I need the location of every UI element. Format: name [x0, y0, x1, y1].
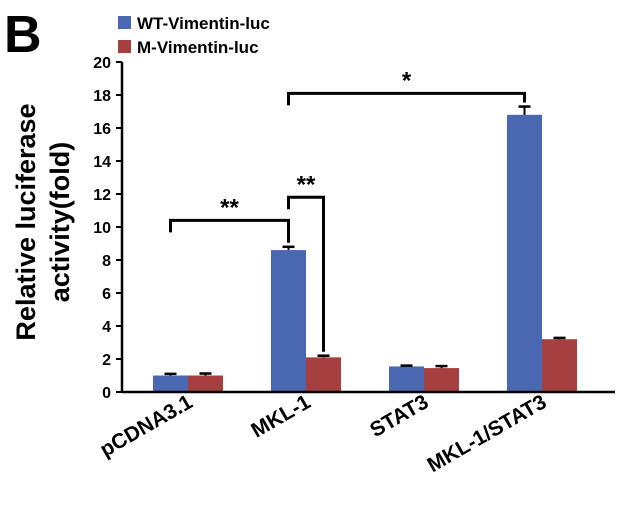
- y-tick-label: 8: [102, 253, 111, 270]
- bar-m-3: [542, 339, 577, 392]
- bar-m-0: [188, 375, 223, 392]
- x-category-label: pCDNA3.1: [96, 390, 197, 461]
- y-axis-label: Relative luciferase activity(fold): [11, 103, 75, 340]
- significance-label: **: [297, 171, 316, 198]
- legend-label-m: M-Vimentin-luc: [137, 38, 259, 57]
- significance-bracket: [169, 218, 290, 243]
- y-tick-label: 2: [102, 352, 111, 369]
- x-category-label: MKL-1/STAT3: [423, 390, 550, 477]
- y-tick-label: 10: [93, 220, 111, 237]
- y-tick-label: 12: [93, 187, 111, 204]
- significance-bracket: [287, 91, 526, 106]
- y-tick-label: 16: [93, 121, 111, 138]
- significance-label: **: [220, 194, 239, 221]
- y-tick-label: 18: [93, 88, 111, 105]
- y-axis-ticks: 0 2 4 6 8 10 12 14 16 18 20: [93, 55, 122, 402]
- y-tick-label: 0: [102, 385, 111, 402]
- legend-swatch-wt: [118, 16, 131, 29]
- error-bars: [164, 105, 566, 376]
- y-tick-label: 14: [93, 154, 111, 171]
- bar-wt-0: [153, 375, 188, 392]
- bar-m-2: [424, 368, 459, 392]
- y-tick-label: 4: [102, 319, 111, 336]
- significance-brackets: *****: [169, 67, 526, 352]
- bar-wt-2: [389, 366, 424, 392]
- y-tick-label: 20: [93, 55, 111, 72]
- legend-swatch-m: [118, 40, 131, 53]
- bars: [153, 114, 577, 393]
- y-tick-label: 6: [102, 286, 111, 303]
- panel-label: B: [4, 6, 42, 64]
- legend: WT-Vimentin-luc M-Vimentin-luc: [118, 14, 270, 57]
- legend-label-wt: WT-Vimentin-luc: [137, 14, 270, 33]
- significance-bracket: [287, 195, 325, 352]
- x-category-label: STAT3: [366, 390, 432, 442]
- y-axis-label-line-2: activity(fold): [45, 142, 75, 303]
- bar-m-1: [306, 357, 341, 392]
- bar-wt-3: [507, 114, 542, 393]
- bar-wt-1: [271, 250, 306, 392]
- y-axis-label-line-1: Relative luciferase: [11, 103, 41, 340]
- x-category-label: MKL-1: [247, 390, 314, 442]
- significance-label: *: [402, 67, 412, 94]
- axes: [120, 62, 615, 394]
